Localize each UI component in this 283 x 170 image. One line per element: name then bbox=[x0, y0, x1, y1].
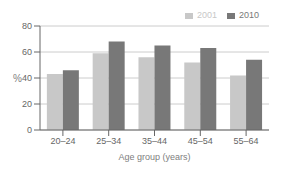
svg-text:40: 40 bbox=[22, 73, 32, 83]
html-text:2010: 2010 bbox=[239, 10, 259, 20]
svg-text:%: % bbox=[13, 73, 22, 84]
svg-text:Age group (years): Age group (years) bbox=[118, 152, 190, 162]
svg-text:20: 20 bbox=[22, 99, 32, 109]
svg-text:25–34: 25–34 bbox=[96, 136, 121, 146]
svg-text:0: 0 bbox=[27, 125, 32, 135]
html-text:2001: 2001 bbox=[196, 10, 217, 20]
svg-text:60: 60 bbox=[22, 47, 32, 57]
svg-text:45–54: 45–54 bbox=[188, 136, 213, 146]
svg-text:80: 80 bbox=[22, 21, 32, 31]
svg-text:55–64: 55–64 bbox=[234, 136, 259, 146]
svg-text:35–44: 35–44 bbox=[142, 136, 167, 146]
svg-text:20–24: 20–24 bbox=[50, 136, 75, 146]
